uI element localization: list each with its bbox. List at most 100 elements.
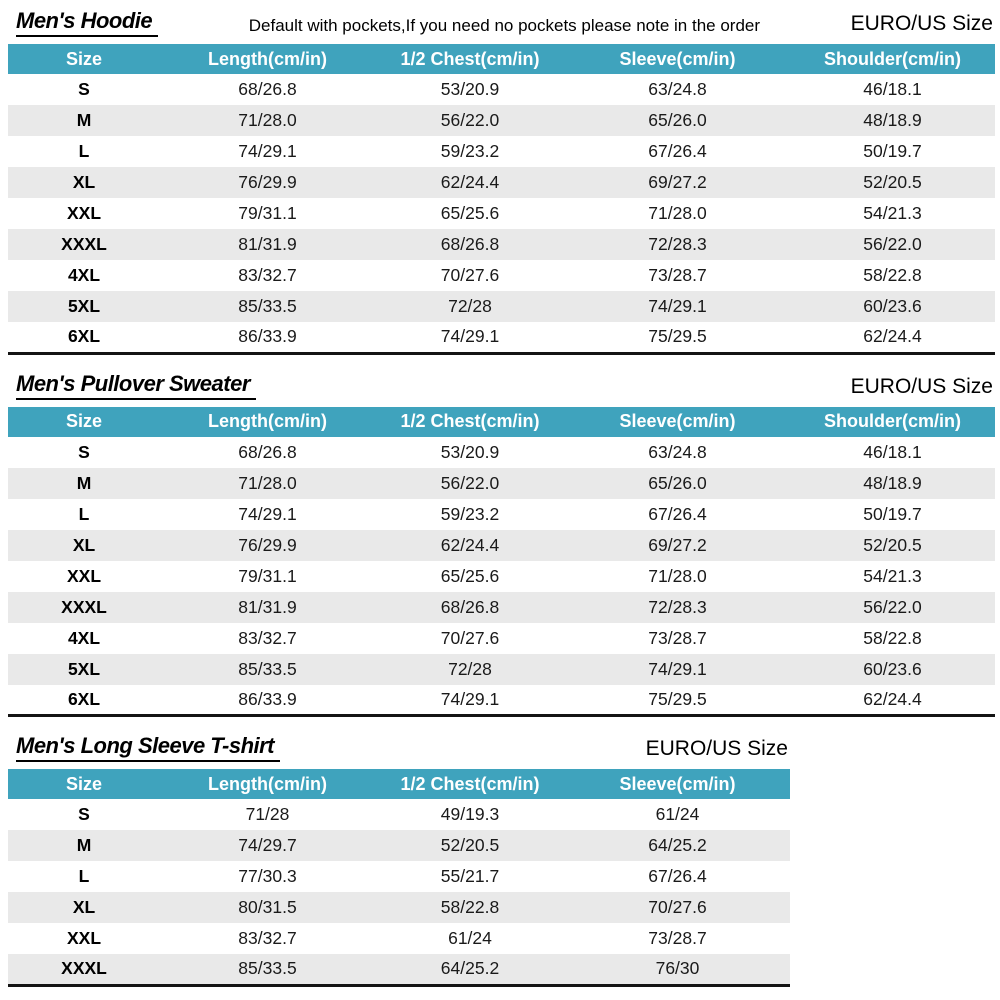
measurement-cell: 60/23.6 bbox=[790, 291, 995, 322]
size-cell: L bbox=[78, 141, 90, 161]
size-cell: 4XL bbox=[67, 627, 101, 648]
size-table-section: Men's Hoodie Default with pockets,If you… bbox=[8, 0, 995, 355]
column-header: Length(cm/in) bbox=[160, 44, 375, 74]
pockets-note bbox=[280, 761, 646, 762]
measurement-cell: 50/19.7 bbox=[863, 141, 922, 161]
measurement-cell: 46/18.1 bbox=[863, 79, 922, 99]
measurement-cell: 70/27.6 bbox=[565, 892, 790, 923]
measurement-cell: 56/22.0 bbox=[790, 229, 995, 260]
measurement-cell: 62/24.4 bbox=[863, 688, 922, 709]
size-cell: M bbox=[8, 467, 160, 499]
measurement-cell: 48/18.9 bbox=[790, 467, 995, 499]
measurement-cell: 50/19.7 bbox=[863, 503, 922, 524]
table-row: XXXL 81/31.9 68/26.8 72/28.3 56/22.0 bbox=[8, 229, 995, 260]
size-table: Size Length(cm/in) 1/2 Chest(cm/in) Sleeve(… bbox=[8, 769, 790, 987]
measurement-cell: 81/31.9 bbox=[160, 229, 375, 260]
measurement-cell: 73/28.7 bbox=[648, 928, 707, 948]
measurement-cell: 81/31.9 bbox=[160, 591, 375, 623]
measurement-cell: 68/26.8 bbox=[375, 229, 565, 260]
table-row: 6XL 86/33.9 74/29.1 75/29.5 62/24.4 bbox=[8, 685, 995, 716]
measurement-cell: 72/28 bbox=[375, 653, 565, 685]
size-cell: XXXL bbox=[8, 229, 160, 260]
header-row: Size Length(cm/in) 1/2 Chest(cm/in) Sleeve(… bbox=[8, 44, 995, 74]
table-row: XXXL 85/33.5 64/25.2 76/30 bbox=[8, 954, 790, 985]
header-row: Size Length(cm/in) 1/2 Chest(cm/in) Sleeve(… bbox=[8, 406, 995, 437]
measurement-cell: 63/24.8 bbox=[648, 79, 707, 99]
size-cell: XXL bbox=[66, 928, 102, 948]
size-cell: 4XL bbox=[67, 265, 101, 285]
size-table-section: Men's Long Sleeve T-shirt EURO/US Size S… bbox=[8, 733, 790, 987]
measurement-cell: 58/22.8 bbox=[863, 265, 922, 285]
measurement-cell: 61/24 bbox=[655, 804, 700, 824]
size-cell: 5XL bbox=[8, 291, 160, 322]
table-row: XL 76/29.9 62/24.4 69/27.2 52/20.5 bbox=[8, 167, 995, 198]
measurement-cell: 56/22.0 bbox=[375, 467, 565, 499]
measurement-cell: 58/22.8 bbox=[863, 627, 922, 648]
measurement-cell: 79/31.1 bbox=[238, 565, 297, 586]
measurement-cell: 72/28.3 bbox=[565, 591, 790, 623]
measurement-cell: 48/18.9 bbox=[790, 105, 995, 136]
table-title: Men's Pullover Sweater bbox=[16, 371, 256, 400]
table-row: 4XL 83/32.7 70/27.6 73/28.7 58/22.8 bbox=[8, 260, 995, 291]
table-row: XXL 83/32.7 61/24 73/28.7 bbox=[8, 923, 790, 954]
measurement-cell: 49/19.3 bbox=[440, 804, 500, 824]
table-row: S 71/28 49/19.3 61/24 bbox=[8, 799, 790, 830]
size-cell: XL bbox=[8, 167, 160, 198]
measurement-cell: 69/27.2 bbox=[565, 167, 790, 198]
size-standard-label: EURO/US Size bbox=[850, 12, 993, 35]
header-row: Size Length(cm/in) 1/2 Chest(cm/in) Sleeve(… bbox=[8, 769, 790, 799]
table-row: XL 80/31.5 58/22.8 70/27.6 bbox=[8, 892, 790, 923]
measurement-cell: 74/29.1 bbox=[565, 291, 790, 322]
size-cell: 5XL bbox=[8, 653, 160, 685]
measurement-cell: 75/29.5 bbox=[648, 688, 707, 709]
measurement-cell: 80/31.5 bbox=[160, 892, 375, 923]
measurement-cell: 70/27.6 bbox=[440, 265, 500, 285]
table-row: XXL 79/31.1 65/25.6 71/28.0 54/21.3 bbox=[8, 561, 995, 592]
size-standard-label: EURO/US Size bbox=[645, 737, 788, 760]
size-table-section: Men's Pullover Sweater EURO/US Size Size… bbox=[8, 371, 995, 717]
size-cell: XXL bbox=[66, 203, 102, 223]
measurement-cell: 86/33.9 bbox=[238, 326, 297, 347]
measurement-cell: 77/30.3 bbox=[238, 866, 297, 886]
size-table-header: Size Length(cm/in) 1/2 Chest(cm/in) Sleeve(… bbox=[8, 406, 995, 437]
column-header: Length(cm/in) bbox=[160, 769, 375, 799]
size-table-body: S 68/26.8 53/20.9 63/24.8 46/18.1 M 71/28.0 56/… bbox=[8, 74, 995, 353]
measurement-cell: 83/32.7 bbox=[238, 928, 297, 948]
measurement-cell: 56/22.0 bbox=[790, 591, 995, 623]
measurement-cell: 70/27.6 bbox=[440, 627, 500, 648]
column-header: Sleeve(cm/in) bbox=[565, 769, 790, 799]
measurement-cell: 72/28 bbox=[375, 291, 565, 322]
table-row: XXL 79/31.1 65/25.6 71/28.0 54/21.3 bbox=[8, 198, 995, 229]
column-header: Shoulder(cm/in) bbox=[790, 406, 995, 437]
table-title: Men's Long Sleeve T-shirt bbox=[16, 733, 281, 762]
measurement-cell: 56/22.0 bbox=[375, 105, 565, 136]
measurement-cell: 62/24.4 bbox=[375, 167, 565, 198]
table-row: 4XL 83/32.7 70/27.6 73/28.7 58/22.8 bbox=[8, 623, 995, 654]
size-cell: L bbox=[78, 866, 90, 886]
measurement-cell: 85/33.5 bbox=[160, 291, 375, 322]
measurement-cell: 71/28.0 bbox=[160, 467, 375, 499]
measurement-cell: 79/31.1 bbox=[238, 203, 297, 223]
table-row: XXXL 81/31.9 68/26.8 72/28.3 56/22.0 bbox=[8, 591, 995, 623]
measurement-cell: 65/25.6 bbox=[440, 565, 500, 586]
size-cell: S bbox=[78, 79, 90, 99]
measurement-cell: 76/29.9 bbox=[160, 529, 375, 561]
measurement-cell: 61/24 bbox=[448, 928, 492, 948]
measurement-cell: 54/21.3 bbox=[863, 203, 922, 223]
size-cell: S bbox=[78, 804, 90, 824]
table-title-row: Men's Hoodie Default with pockets,If you… bbox=[8, 0, 995, 44]
table-row: S 68/26.8 53/20.9 63/24.8 46/18.1 bbox=[8, 437, 995, 468]
size-cell: 6XL bbox=[67, 326, 101, 347]
table-row: 5XL 85/33.5 72/28 74/29.1 60/23.6 bbox=[8, 653, 995, 685]
measurement-cell: 71/28.0 bbox=[648, 203, 707, 223]
measurement-cell: 64/25.2 bbox=[375, 954, 565, 985]
measurement-cell: 64/25.2 bbox=[565, 830, 790, 861]
size-table: Size Length(cm/in) 1/2 Chest(cm/in) Sleeve(… bbox=[8, 406, 995, 717]
measurement-cell: 63/24.8 bbox=[648, 441, 707, 462]
measurement-cell: 67/26.4 bbox=[648, 503, 707, 524]
measurement-cell: 74/29.1 bbox=[565, 653, 790, 685]
column-header: Sleeve(cm/in) bbox=[565, 44, 790, 74]
measurement-cell: 67/26.4 bbox=[648, 866, 707, 886]
pockets-note bbox=[256, 399, 851, 400]
